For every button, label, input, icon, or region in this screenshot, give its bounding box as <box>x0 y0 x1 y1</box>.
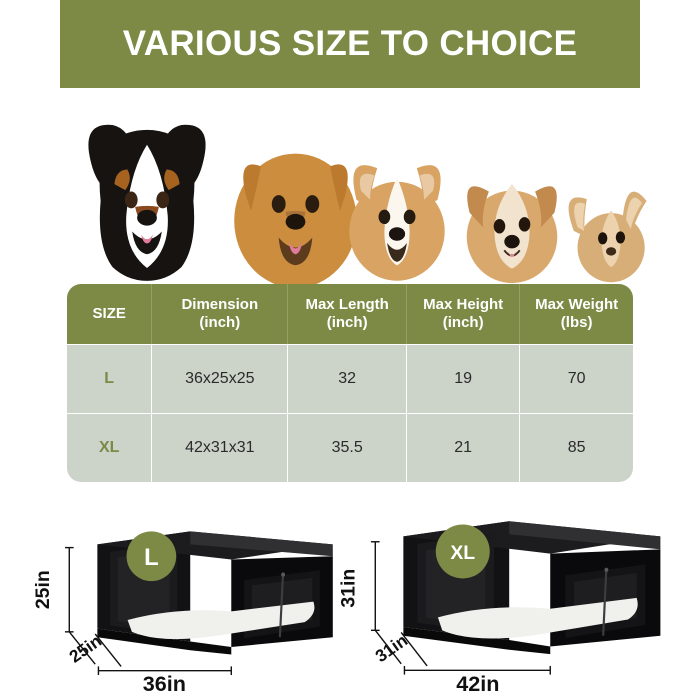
svg-text:XL: XL <box>450 542 475 564</box>
svg-text:L: L <box>144 544 159 571</box>
svg-text:31in: 31in <box>338 569 360 608</box>
svg-text:36in: 36in <box>143 671 186 696</box>
svg-text:42in: 42in <box>456 671 499 696</box>
svg-text:25in: 25in <box>32 570 54 609</box>
